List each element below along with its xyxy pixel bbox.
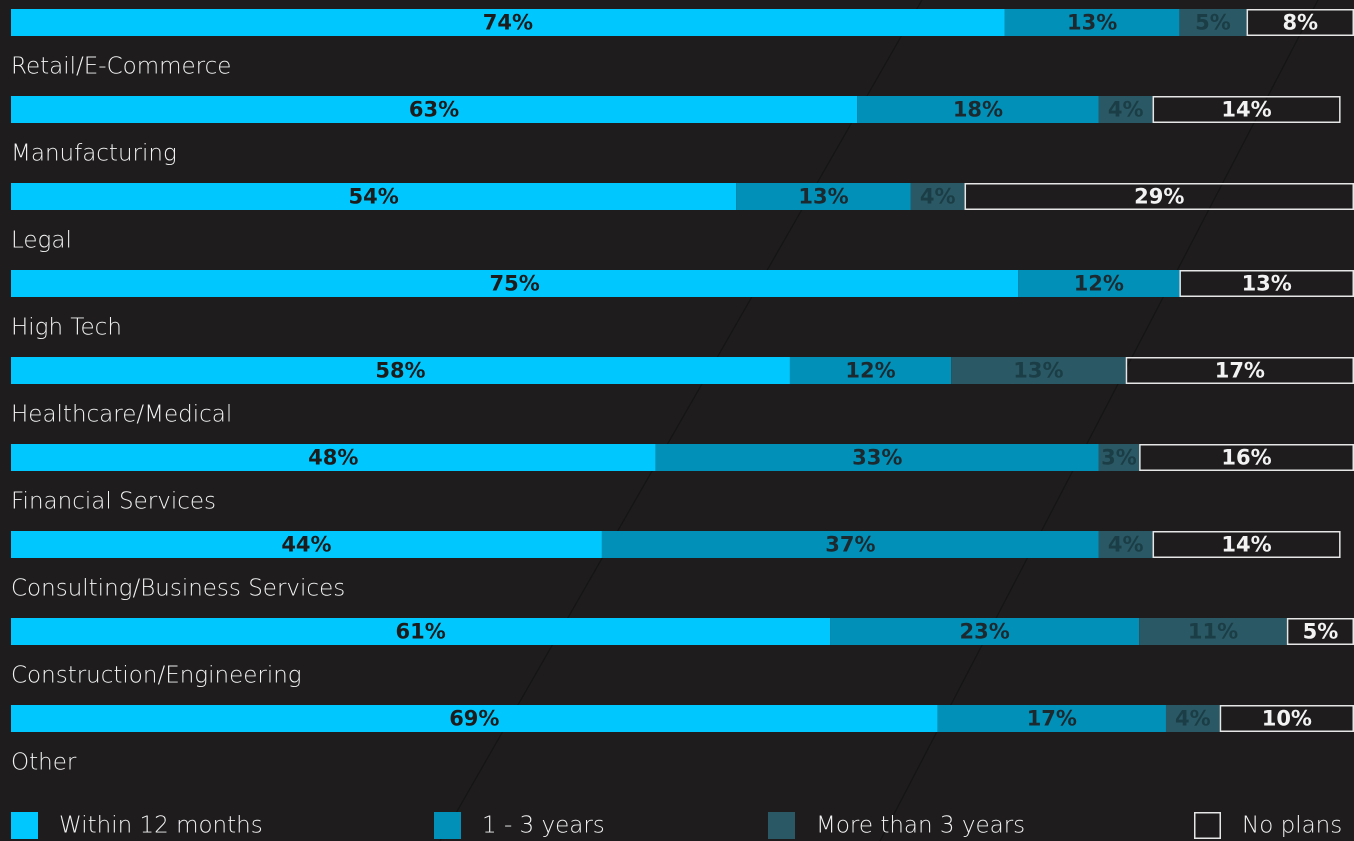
value-label: 61% xyxy=(395,620,445,644)
category-label: High Tech xyxy=(11,315,122,341)
bar-segment xyxy=(789,357,952,384)
category-label: Healthcare/Medical xyxy=(11,402,232,428)
value-label: 69% xyxy=(449,707,499,731)
category-label: Legal xyxy=(11,228,72,254)
bar-segment xyxy=(937,705,1166,732)
legend-label: 1 - 3 years xyxy=(482,813,605,839)
bar-segment xyxy=(830,618,1140,645)
value-label: 17% xyxy=(1215,359,1265,383)
value-label: 8% xyxy=(1282,11,1318,35)
category-label: Manufacturing xyxy=(11,141,177,167)
bar-segment xyxy=(11,357,790,384)
value-label: 12% xyxy=(1074,272,1124,296)
bar-segment xyxy=(1098,531,1153,558)
bar-segment xyxy=(1004,9,1180,36)
value-label: 33% xyxy=(852,446,902,470)
decoration-line xyxy=(879,0,1319,841)
category-label: Retail/E-Commerce xyxy=(11,54,231,80)
legend-swatch xyxy=(434,812,461,839)
bar-segment xyxy=(11,270,1019,297)
bar-segment xyxy=(1165,705,1220,732)
value-label: 14% xyxy=(1221,98,1271,122)
value-label: 14% xyxy=(1221,533,1271,557)
bar-segment xyxy=(951,357,1126,384)
bar-segment xyxy=(1179,270,1354,297)
value-label: 13% xyxy=(1067,11,1117,35)
category-label: Financial Services xyxy=(11,489,216,515)
bar-segment xyxy=(601,531,1099,558)
bar-segment xyxy=(1286,618,1354,645)
category-label: Construction/Engineering xyxy=(11,663,302,689)
value-label: 23% xyxy=(960,620,1010,644)
legend-swatch xyxy=(768,812,795,839)
bar-segment xyxy=(11,705,938,732)
value-label: 3% xyxy=(1101,446,1137,470)
value-label: 54% xyxy=(348,185,398,209)
category-label: Consulting/Business Services xyxy=(11,576,345,602)
bar-segment xyxy=(11,444,656,471)
bar-segment xyxy=(11,183,737,210)
bar-segment xyxy=(11,9,1005,36)
value-label: 4% xyxy=(1108,98,1144,122)
value-label: 17% xyxy=(1027,707,1077,731)
value-label: 63% xyxy=(409,98,459,122)
bar-segment xyxy=(964,183,1354,210)
bar-segment xyxy=(1125,357,1354,384)
bar-segment xyxy=(1246,9,1354,36)
value-label: 11% xyxy=(1188,620,1238,644)
legend-label: More than 3 years xyxy=(816,813,1025,839)
value-label: 10% xyxy=(1262,707,1312,731)
value-label: 75% xyxy=(489,272,539,296)
value-label: 5% xyxy=(1303,620,1339,644)
value-label: 4% xyxy=(920,185,956,209)
value-label: 44% xyxy=(281,533,331,557)
value-label: 4% xyxy=(1108,533,1144,557)
bar-segment xyxy=(1219,705,1354,732)
bar-segment xyxy=(1018,270,1180,297)
bar-segment xyxy=(1098,96,1153,123)
value-label: 48% xyxy=(308,446,358,470)
value-label: 74% xyxy=(483,11,533,35)
value-label: 13% xyxy=(1242,272,1292,296)
value-label: 4% xyxy=(1175,707,1211,731)
legend-label: No plans xyxy=(1242,813,1342,839)
legend-label: Within 12 months xyxy=(59,813,263,839)
category-label: Other xyxy=(11,750,77,776)
legend-swatch xyxy=(1194,812,1221,839)
bar-segment xyxy=(1139,444,1354,471)
bar-segment xyxy=(1179,9,1247,36)
bar-segment xyxy=(11,531,602,558)
bar-segment xyxy=(655,444,1099,471)
value-label: 16% xyxy=(1221,446,1271,470)
value-label: 13% xyxy=(1013,359,1063,383)
bar-segment xyxy=(857,96,1099,123)
bar-segment xyxy=(736,183,911,210)
bar-segment xyxy=(11,618,831,645)
value-label: 12% xyxy=(845,359,895,383)
decoration-line xyxy=(439,0,923,841)
bar-segment xyxy=(1152,96,1341,123)
bar-segment xyxy=(11,96,858,123)
value-label: 18% xyxy=(953,98,1003,122)
value-label: 13% xyxy=(798,185,848,209)
bar-segment xyxy=(1139,618,1287,645)
bar-segment xyxy=(1152,531,1341,558)
value-label: 37% xyxy=(825,533,875,557)
value-label: 5% xyxy=(1195,11,1231,35)
value-label: 29% xyxy=(1134,185,1184,209)
bar-segment xyxy=(910,183,965,210)
legend-swatch xyxy=(11,812,38,839)
bar-segment xyxy=(1098,444,1140,471)
value-label: 58% xyxy=(375,359,425,383)
